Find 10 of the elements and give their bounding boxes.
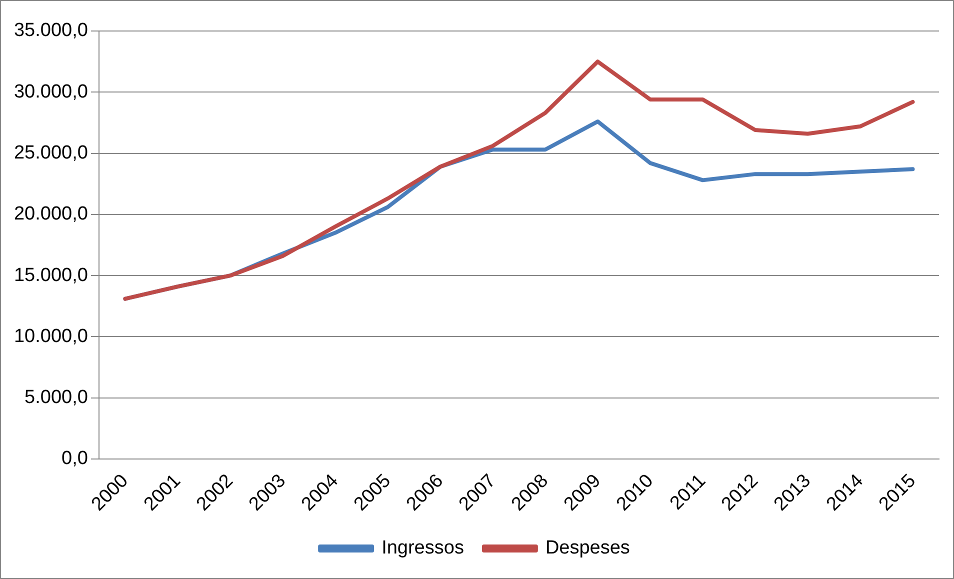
y-tick-label: 30.000,0 — [14, 81, 88, 102]
legend-label: Despeses — [545, 538, 630, 559]
y-tick-label: 10.000,0 — [14, 326, 88, 347]
y-tick-label: 5.000,0 — [24, 387, 88, 408]
y-tick-label: 0,0 — [62, 448, 88, 470]
y-tick-label: 15.000,0 — [14, 264, 88, 286]
y-tick-label: 20.000,0 — [14, 204, 88, 225]
legend-label: Ingressos — [382, 538, 464, 559]
y-tick-label: 25.000,0 — [14, 142, 88, 164]
y-tick-label: 35.000,0 — [14, 20, 88, 42]
